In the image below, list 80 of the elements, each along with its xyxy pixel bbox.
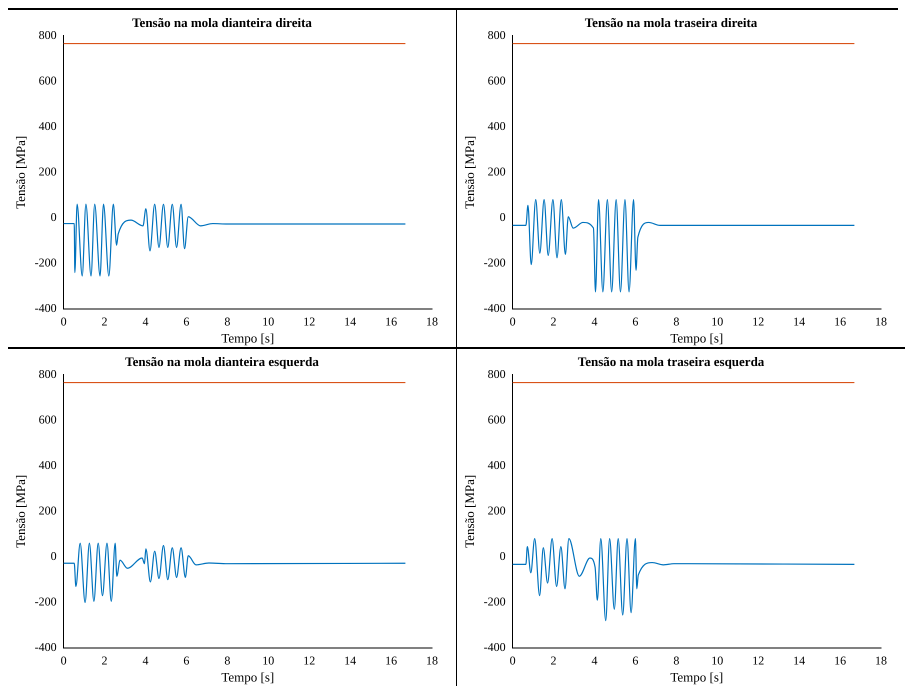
x-tick-label: 8 bbox=[673, 314, 680, 328]
y-tick-label: 0 bbox=[500, 210, 506, 224]
x-axis-title: Tempo [s] bbox=[221, 670, 274, 685]
x-tick-label: 14 bbox=[793, 314, 806, 328]
x-tick-label: 12 bbox=[303, 314, 316, 328]
y-tick-label: 800 bbox=[38, 28, 57, 42]
x-tick-label: 6 bbox=[183, 314, 190, 328]
x-tick-label: 4 bbox=[142, 314, 148, 328]
y-tick-label: -200 bbox=[34, 256, 57, 270]
x-tick-label: 2 bbox=[102, 314, 108, 328]
x-tick-label: 10 bbox=[711, 314, 724, 328]
x-tick-label: 0 bbox=[510, 314, 516, 328]
x-tick-label: 6 bbox=[183, 653, 190, 668]
x-tick-label: 18 bbox=[875, 653, 887, 668]
x-axis-title: Tempo [s] bbox=[670, 670, 724, 685]
x-tick-label: 2 bbox=[550, 314, 557, 328]
chart-title: Tensão na mola traseira direita bbox=[584, 15, 758, 30]
y-tick-label: -400 bbox=[34, 301, 57, 316]
y-axis-title: Tensão [MPa] bbox=[13, 474, 28, 548]
x-tick-label: 12 bbox=[303, 653, 316, 668]
x-tick-label: 4 bbox=[142, 653, 148, 668]
x-tick-label: 8 bbox=[673, 653, 680, 668]
x-tick-label: 4 bbox=[591, 653, 598, 668]
x-tick-label: 0 bbox=[60, 653, 67, 668]
x-tick-label: 2 bbox=[550, 653, 557, 668]
chart-title: Tensão na mola traseira esquerda bbox=[578, 354, 765, 370]
y-tick-label: 800 bbox=[488, 366, 506, 381]
x-tick-label: 6 bbox=[632, 314, 638, 328]
x-axis-title: Tempo [s] bbox=[670, 330, 724, 346]
y-tick-label: -400 bbox=[34, 640, 57, 654]
x-tick-label: 0 bbox=[510, 653, 516, 668]
y-tick-label: 200 bbox=[488, 503, 506, 518]
y-axis-title: Tensão [MPa] bbox=[462, 136, 478, 209]
y-tick-label: 0 bbox=[500, 549, 506, 564]
y-tick-label: 600 bbox=[38, 412, 57, 426]
y-tick-label: 400 bbox=[38, 458, 57, 472]
x-tick-label: 0 bbox=[60, 314, 67, 328]
x-tick-label: 2 bbox=[102, 653, 108, 668]
x-tick-label: 8 bbox=[224, 653, 230, 668]
y-tick-label: -200 bbox=[484, 594, 506, 609]
y-tick-label: -200 bbox=[484, 256, 506, 270]
y-axis-title: Tensão [MPa] bbox=[462, 474, 478, 548]
x-tick-label: 16 bbox=[385, 314, 398, 328]
y-tick-label: 800 bbox=[38, 366, 57, 381]
y-tick-label: 400 bbox=[488, 118, 506, 133]
x-tick-label: 14 bbox=[344, 653, 356, 668]
y-tick-label: 600 bbox=[38, 73, 57, 88]
x-tick-label: 4 bbox=[591, 314, 598, 328]
y-tick-label: 600 bbox=[488, 73, 506, 88]
x-tick-label: 16 bbox=[834, 314, 846, 328]
x-tick-label: 18 bbox=[426, 653, 438, 668]
y-tick-label: -400 bbox=[484, 301, 506, 316]
y-tick-label: 0 bbox=[50, 549, 57, 564]
x-tick-label: 8 bbox=[224, 314, 230, 328]
y-axis-title: Tensão [MPa] bbox=[13, 136, 28, 209]
x-tick-label: 12 bbox=[752, 314, 764, 328]
x-tick-label: 18 bbox=[875, 314, 887, 328]
y-tick-label: 200 bbox=[38, 503, 57, 518]
y-tick-label: 600 bbox=[488, 412, 506, 426]
y-tick-label: -200 bbox=[34, 594, 57, 609]
x-tick-label: 10 bbox=[262, 314, 274, 328]
x-tick-label: 6 bbox=[632, 653, 638, 668]
x-axis-title: Tempo [s] bbox=[221, 330, 274, 346]
y-tick-label: 200 bbox=[38, 164, 57, 178]
chart-title: Tensão na mola dianteira direita bbox=[132, 15, 312, 30]
x-tick-label: 18 bbox=[426, 314, 438, 328]
y-tick-label: -400 bbox=[484, 640, 506, 654]
x-tick-label: 12 bbox=[752, 653, 764, 668]
x-tick-label: 10 bbox=[711, 653, 724, 668]
x-tick-label: 14 bbox=[793, 653, 806, 668]
x-tick-label: 16 bbox=[385, 653, 398, 668]
chart-title: Tensão na mola dianteira esquerda bbox=[125, 354, 320, 370]
x-tick-label: 14 bbox=[344, 314, 356, 328]
y-tick-label: 400 bbox=[488, 458, 506, 472]
y-tick-label: 400 bbox=[38, 118, 57, 133]
y-tick-label: 0 bbox=[50, 210, 57, 224]
y-tick-label: 800 bbox=[488, 28, 506, 42]
y-tick-label: 200 bbox=[488, 164, 506, 178]
x-tick-label: 16 bbox=[834, 653, 846, 668]
x-tick-label: 10 bbox=[262, 653, 274, 668]
